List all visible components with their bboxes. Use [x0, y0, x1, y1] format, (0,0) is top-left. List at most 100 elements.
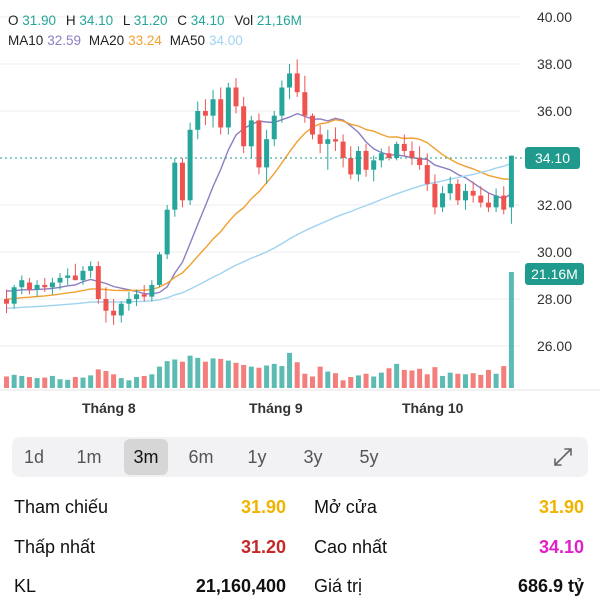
candle-body	[501, 195, 507, 210]
candle-body	[218, 99, 224, 128]
candle-body	[80, 270, 86, 281]
tab-6m[interactable]: 6m	[188, 447, 214, 467]
candle-body	[447, 183, 453, 194]
candle-body	[332, 139, 338, 142]
candle-body	[134, 294, 140, 299]
expand-icon[interactable]	[552, 446, 574, 468]
volume-bar	[371, 376, 377, 388]
candle-body	[149, 284, 155, 297]
kl-value: 21,160,400	[195, 576, 286, 596]
candle-body	[57, 277, 63, 283]
candle-body	[26, 282, 32, 290]
tab-5y[interactable]: 5y	[359, 447, 379, 467]
candle-body	[485, 202, 491, 208]
y-tick: 28.00	[536, 291, 572, 307]
candle-body	[88, 266, 94, 271]
volume-bar	[4, 376, 9, 388]
volume-bar	[493, 373, 499, 388]
ohlc-readout: O 31.90 H 34.10 L 31.20 C 34.10 Vol 21,1…	[8, 12, 308, 30]
candle-body	[179, 162, 185, 201]
candle-body	[287, 73, 293, 88]
low-stat-value: 31.20	[240, 537, 286, 557]
volume-bar	[332, 373, 338, 388]
ma50-label: MA50	[169, 33, 205, 48]
volume-bar	[424, 374, 430, 388]
volume-bar	[348, 377, 354, 388]
volume-bar	[302, 373, 308, 388]
candle-body	[264, 139, 270, 168]
volume-bar	[225, 360, 231, 388]
volume-bar	[264, 365, 270, 388]
candle-body	[401, 143, 407, 151]
high-label: H	[65, 13, 76, 28]
candle-body	[348, 158, 354, 175]
tab-3m[interactable]: 3m	[124, 439, 168, 475]
low-label: L	[122, 13, 130, 28]
candle-body	[409, 150, 415, 158]
volume-bar	[126, 380, 132, 388]
current-price-tag: 34.10	[525, 147, 580, 169]
candle-body	[49, 282, 55, 288]
candle-body	[172, 162, 178, 210]
volume-bar	[409, 370, 415, 388]
candle-body	[111, 310, 117, 316]
tab-1d[interactable]: 1d	[23, 447, 45, 467]
volume-bar	[149, 374, 155, 388]
volume-bar	[72, 377, 78, 388]
volume-bar	[501, 366, 507, 388]
volume-bar	[279, 366, 285, 388]
open-label: O	[8, 13, 19, 28]
open-value: 31.90	[22, 13, 57, 28]
candle-body	[42, 284, 48, 288]
low-stat-label: Thấp nhất	[14, 537, 96, 557]
stat-ref: Tham chiếu 31.90	[14, 497, 286, 518]
volume-bar	[80, 377, 86, 388]
ma50-value: 34.00	[208, 33, 243, 48]
volume-bar	[256, 367, 262, 388]
tab-1y[interactable]: 1y	[247, 447, 267, 467]
volume-bar	[363, 373, 369, 388]
x-label-sep: Tháng 9	[249, 400, 303, 416]
y-tick: 32.00	[536, 197, 572, 213]
close-label: C	[177, 13, 188, 28]
tab-3y[interactable]: 3y	[303, 447, 323, 467]
candle-body	[417, 158, 423, 166]
candle-body	[118, 303, 124, 316]
volume-bar	[42, 377, 48, 388]
open-stat-value: 31.90	[538, 497, 584, 517]
volume-bar	[455, 373, 461, 388]
candle-body	[233, 87, 239, 107]
candle-body	[11, 287, 17, 304]
y-tick: 38.00	[536, 56, 572, 72]
volume-bar	[478, 374, 484, 388]
volume-bar	[470, 373, 476, 388]
volume-bar	[401, 369, 407, 388]
candle-body	[19, 280, 25, 288]
candle-body	[187, 129, 193, 201]
candle-body	[141, 294, 147, 297]
value-label: Giá trị	[314, 576, 363, 596]
volume-bar	[310, 376, 315, 388]
stat-open: Mở cửa 31.90	[314, 497, 584, 518]
volume-bar	[218, 358, 224, 388]
price-chart[interactable]	[0, 0, 600, 430]
candle-body	[325, 139, 331, 144]
candle-body	[363, 150, 369, 170]
volume-bar	[179, 361, 185, 388]
volume-bar	[187, 355, 193, 388]
candle-body	[241, 106, 247, 147]
candle-body	[271, 115, 277, 140]
candle-body	[440, 193, 446, 208]
candle-body	[202, 111, 208, 116]
ma20-value: 33.24	[128, 33, 162, 48]
tab-1m[interactable]: 1m	[76, 447, 102, 467]
volume-bar	[210, 358, 216, 388]
grid-lines	[0, 16, 520, 347]
volume-bar	[325, 371, 331, 388]
candle-body	[256, 120, 262, 168]
ma10-label: MA10	[8, 33, 44, 48]
volume-bar	[386, 368, 392, 388]
x-label-oct: Tháng 10	[402, 400, 464, 416]
open-stat-label: Mở cửa	[314, 497, 377, 517]
ma10-value: 32.59	[47, 33, 82, 48]
